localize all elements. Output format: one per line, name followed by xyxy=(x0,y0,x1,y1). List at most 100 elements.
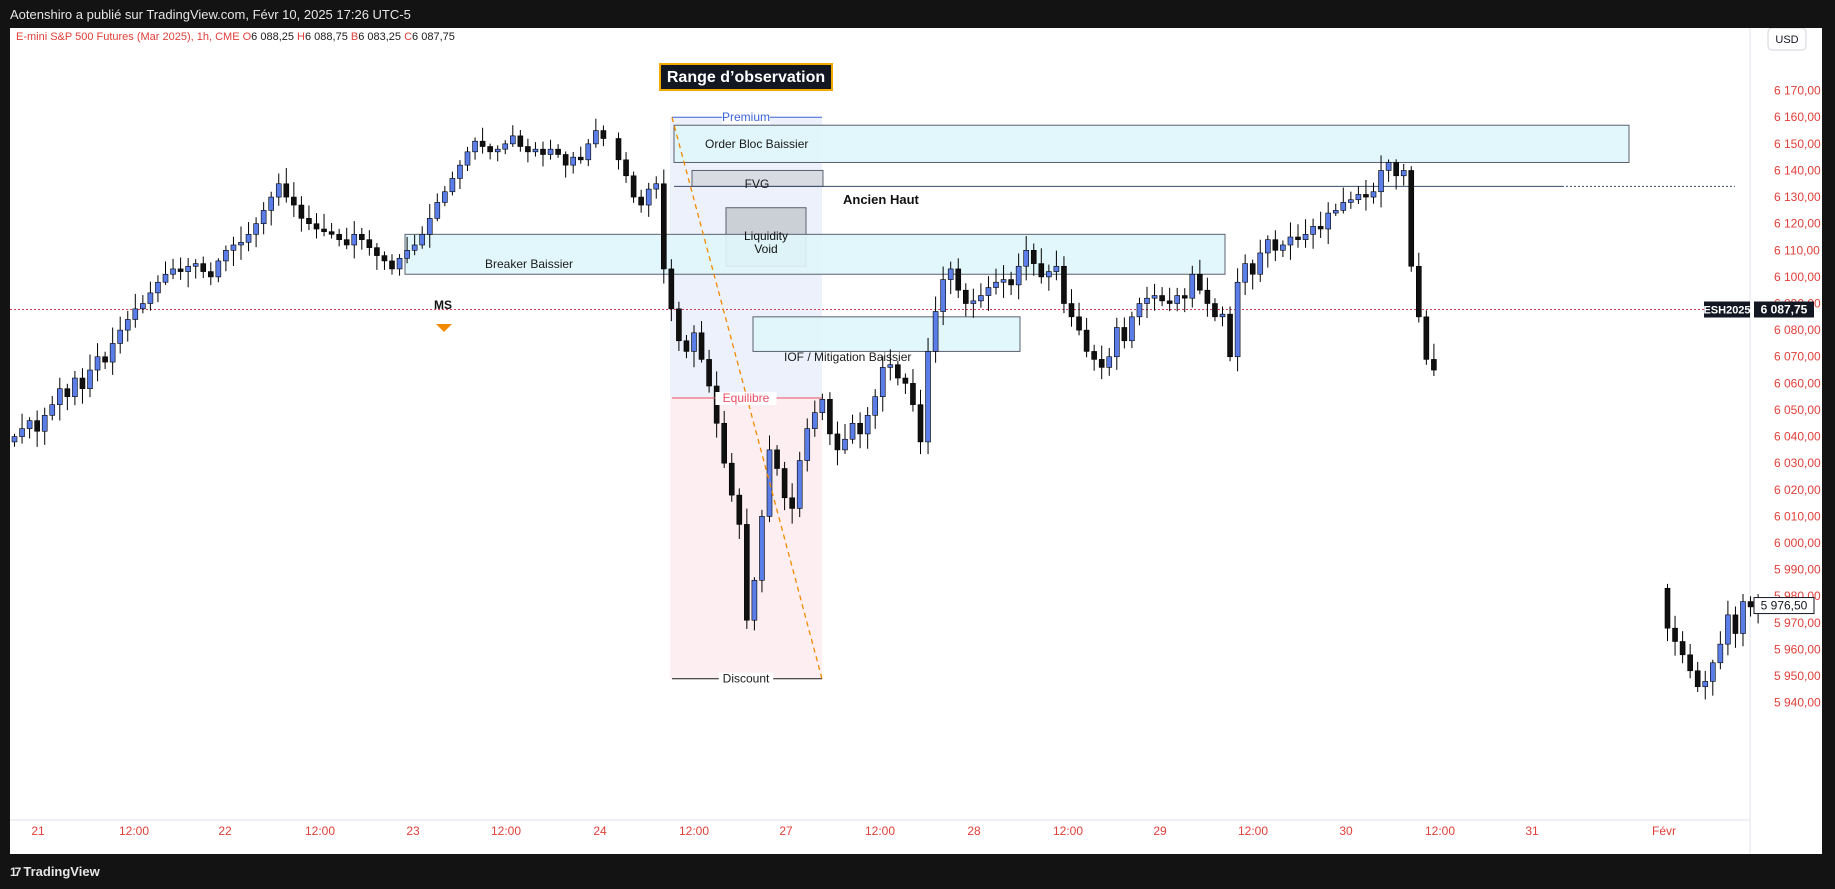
bull-candle xyxy=(1302,234,1309,240)
bear-candle xyxy=(358,234,365,240)
bull-candle xyxy=(532,148,539,153)
bear-candle xyxy=(1159,295,1165,302)
equilibre-label-bg xyxy=(715,391,777,405)
bull-candle xyxy=(260,210,267,224)
bull-candle xyxy=(993,281,999,288)
price-axis-label: 5 960,00 xyxy=(1774,642,1821,656)
bear-candle xyxy=(1083,329,1090,352)
bear-candle xyxy=(1272,239,1279,251)
current-price-tag-bg xyxy=(1753,597,1815,615)
time-axis-label: 31 xyxy=(1525,824,1539,838)
tradingview-logo-icon: 17 xyxy=(10,864,21,879)
time-axis-label: 12:00 xyxy=(865,824,895,838)
bear-candle xyxy=(343,239,350,246)
price-axis-label: 6 070,00 xyxy=(1774,350,1821,364)
bull-candle xyxy=(978,295,984,302)
price-chart[interactable]: Range d’observation Premium Equilibre Disco… xyxy=(10,28,1822,854)
bull-candle xyxy=(1106,356,1113,368)
price-axis-label: 5 970,00 xyxy=(1774,616,1821,630)
last-price-tag-bg xyxy=(1754,301,1814,318)
bear-candle xyxy=(577,156,584,161)
bear-candle xyxy=(660,183,667,270)
price-axis-label: 6 080,00 xyxy=(1774,323,1821,337)
bear-candle xyxy=(683,340,690,352)
bull-candle xyxy=(1189,273,1196,299)
bear-candle xyxy=(1423,316,1430,360)
bull-candle xyxy=(1325,212,1331,230)
bull-candle xyxy=(1151,295,1158,299)
bull-candle xyxy=(245,234,252,243)
bull-candle xyxy=(570,156,577,166)
bull-candle xyxy=(253,223,259,235)
bull-candle xyxy=(751,579,758,621)
bear-candle xyxy=(102,356,108,363)
time-axis-label: 30 xyxy=(1339,824,1353,838)
bull-candle xyxy=(879,367,886,397)
bear-candle xyxy=(1061,265,1067,304)
bear-candle xyxy=(1197,273,1203,291)
bull-candle xyxy=(1378,170,1384,193)
bull-candle xyxy=(1280,244,1286,251)
bull-candle xyxy=(404,249,410,259)
price-axis-label: 6 160,00 xyxy=(1774,110,1821,124)
bear-candle xyxy=(962,289,969,304)
time-axis-label: 23 xyxy=(406,824,420,838)
time-axis-label: 12:00 xyxy=(1425,824,1455,838)
legend-symbol[interactable]: E-mini S&P 500 Futures (Mar 2025), 1h, C… xyxy=(16,31,243,43)
chart-frame[interactable]: Range d’observation Premium Equilibre Disco… xyxy=(10,28,1822,854)
currency-button-label: USD xyxy=(1775,34,1798,46)
price-axis-label: 6 050,00 xyxy=(1774,403,1821,417)
bull-candle xyxy=(1702,681,1709,688)
bear-candle xyxy=(1416,265,1422,318)
bear-candle xyxy=(1068,303,1075,318)
bull-candle xyxy=(1265,239,1271,254)
currency-button[interactable]: USD xyxy=(1767,28,1807,51)
bull-candle xyxy=(1257,252,1264,275)
bull-candle xyxy=(985,287,992,296)
price-axis-label: 6 020,00 xyxy=(1774,483,1821,497)
bull-candle xyxy=(509,135,516,145)
bull-candle xyxy=(864,414,871,435)
price-axis-label: 5 940,00 xyxy=(1774,696,1821,710)
price-axis-label: 5 990,00 xyxy=(1774,563,1821,577)
bull-candle xyxy=(970,300,977,304)
bear-candle xyxy=(728,462,735,496)
chart-legend: E-mini S&P 500 Futures (Mar 2025), 1h, C… xyxy=(16,31,455,43)
legend-ohlc-key: H xyxy=(297,31,305,43)
bull-candle xyxy=(1242,263,1248,283)
bull-candle xyxy=(849,422,856,440)
bear-candle xyxy=(1181,295,1188,299)
price-axis-label: 6 060,00 xyxy=(1774,376,1821,390)
bear-candle xyxy=(34,420,40,432)
bull-candle xyxy=(1717,643,1724,664)
bull-candle xyxy=(1234,281,1241,358)
bull-candle xyxy=(117,329,123,344)
iof-label: IOF / Mitigation Baissier xyxy=(784,350,911,364)
bear-candle xyxy=(615,138,622,161)
bull-candle xyxy=(275,183,282,198)
bull-candle xyxy=(1348,199,1354,203)
bear-candle xyxy=(1679,641,1686,656)
bull-candle xyxy=(494,148,501,153)
bull-candle xyxy=(170,268,176,275)
tradingview-logo[interactable]: 17 TradingView xyxy=(10,864,100,879)
breaker-zone xyxy=(404,233,1226,275)
bear-candle xyxy=(1212,303,1218,318)
bear-candle xyxy=(827,399,833,435)
bull-candle xyxy=(87,369,93,389)
publisher-line: Aotenshiro a publié sur TradingView.com,… xyxy=(10,7,411,22)
iof-zone xyxy=(752,316,1021,352)
premium-label: Premium xyxy=(722,110,770,124)
bull-candle xyxy=(842,438,848,451)
footer-bar: 17 TradingView xyxy=(0,856,1835,889)
bull-candle xyxy=(238,242,244,246)
bear-candle xyxy=(1431,359,1437,371)
bear-candle xyxy=(857,422,863,435)
bull-candle xyxy=(1144,297,1150,304)
bear-candle xyxy=(479,140,486,147)
bear-candle xyxy=(721,422,728,464)
bear-candle xyxy=(487,146,493,153)
bear-candle xyxy=(955,268,962,291)
bear-candle xyxy=(1672,627,1678,642)
range-title-box xyxy=(659,63,833,91)
